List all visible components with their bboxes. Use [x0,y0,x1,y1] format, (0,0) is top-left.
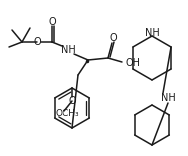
Text: OCH₃: OCH₃ [55,109,79,117]
Text: O: O [48,17,56,27]
Text: O: O [68,96,76,106]
Text: O: O [109,33,117,43]
Text: NH: NH [61,45,75,55]
Text: O: O [33,37,41,47]
Text: NH: NH [161,93,175,103]
Text: OH: OH [126,58,141,68]
Text: NH: NH [145,28,159,38]
